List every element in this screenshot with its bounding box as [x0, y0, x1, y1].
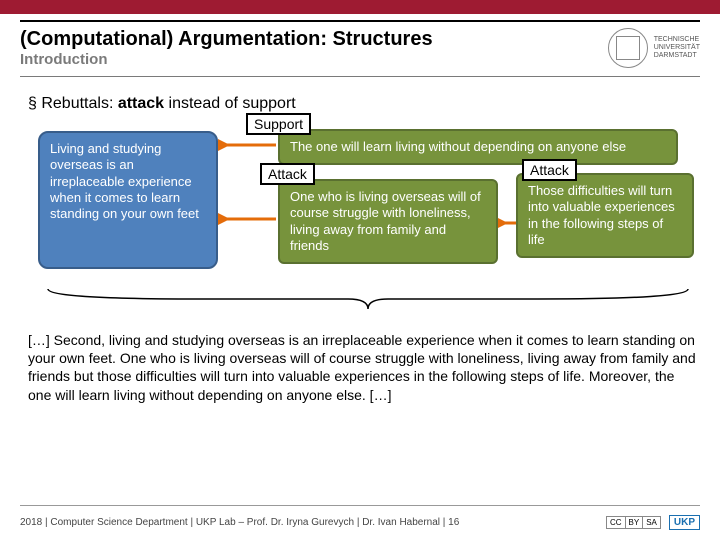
logo-seal-icon [608, 28, 648, 68]
bullet-bold: attack [118, 95, 164, 112]
footer-text: 2018 | Computer Science Department | UKP… [20, 517, 459, 528]
slide-header: (Computational) Argumentation: Structure… [0, 22, 720, 72]
top-red-bar [0, 0, 720, 14]
logo-line3: DARMSTADT [654, 52, 700, 60]
premise-top-box: The one will learn living without depend… [278, 129, 678, 165]
slide-subtitle: Introduction [20, 51, 608, 68]
cc-part-cc: CC [607, 517, 626, 528]
logo-line2: UNIVERSITÄT [654, 44, 700, 52]
cc-part-sa: SA [643, 517, 660, 528]
slide-content: § Rebuttals: attack instead of support S… [0, 77, 720, 297]
brace-icon [28, 287, 708, 311]
slide-title: (Computational) Argumentation: Structure… [20, 28, 608, 51]
footer-divider [20, 505, 700, 506]
claim-box: Living and studying overseas is an irrep… [38, 131, 218, 269]
label-support: Support [246, 113, 311, 135]
university-logo: TECHNISCHE UNIVERSITÄT DARMSTADT [608, 28, 700, 68]
argument-diagram: Support Attack Attack Living and studyin… [28, 117, 700, 297]
cc-badge-icon: CC BY SA [606, 516, 661, 529]
label-attack-2: Attack [522, 159, 577, 181]
arrow-attack2-icon [498, 213, 518, 233]
bullet-prefix: § Rebuttals: [28, 95, 118, 112]
slide-footer: 2018 | Computer Science Department | UKP… [0, 515, 720, 530]
premise-right-box: Those difficulties will turn into valuab… [516, 173, 694, 258]
logo-line1: TECHNISCHE [654, 36, 700, 44]
premise-mid-box: One who is living overseas will of cours… [278, 179, 498, 264]
cc-part-by: BY [626, 517, 644, 528]
logo-text: TECHNISCHE UNIVERSITÄT DARMSTADT [654, 36, 700, 59]
footer-logos: CC BY SA UKP [606, 515, 700, 530]
ukp-logo-icon: UKP [669, 515, 700, 530]
arrow-attack1-icon [218, 209, 278, 229]
arrow-support-icon [218, 135, 278, 155]
bullet-rebuttals: § Rebuttals: attack instead of support [28, 95, 700, 113]
label-attack-1: Attack [260, 163, 315, 185]
source-paragraph: […] Second, living and studying overseas… [0, 323, 720, 404]
bullet-suffix: instead of support [164, 95, 296, 112]
